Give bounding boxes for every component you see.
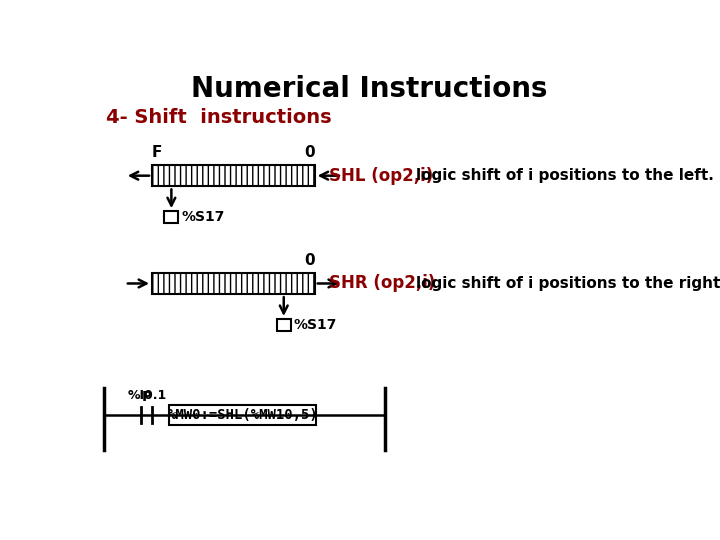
Text: 0: 0 (304, 253, 315, 268)
Bar (164, 211, 179, 224)
Bar (152, 165, 315, 186)
Bar (152, 273, 315, 294)
Text: %S17: %S17 (181, 210, 225, 224)
Text: SHL (op2,i): SHL (op2,i) (329, 167, 433, 185)
Text: %S17: %S17 (294, 318, 337, 332)
Text: SHR (op2,i): SHR (op2,i) (329, 274, 435, 293)
Bar (276, 319, 291, 331)
Text: 0: 0 (304, 145, 315, 160)
Text: F: F (152, 145, 163, 160)
Text: %MW0:=SHL(%MW10,5): %MW0:=SHL(%MW10,5) (167, 408, 318, 422)
Text: P: P (141, 390, 152, 404)
Bar (169, 405, 316, 425)
Text: logic shift of i positions to the right.: logic shift of i positions to the right. (415, 276, 720, 291)
Text: Numerical Instructions: Numerical Instructions (191, 76, 547, 104)
Text: logic shift of i positions to the left.: logic shift of i positions to the left. (415, 168, 714, 183)
Text: 4- Shift  instructions: 4- Shift instructions (106, 107, 331, 127)
Text: %I0.1: %I0.1 (127, 389, 166, 402)
